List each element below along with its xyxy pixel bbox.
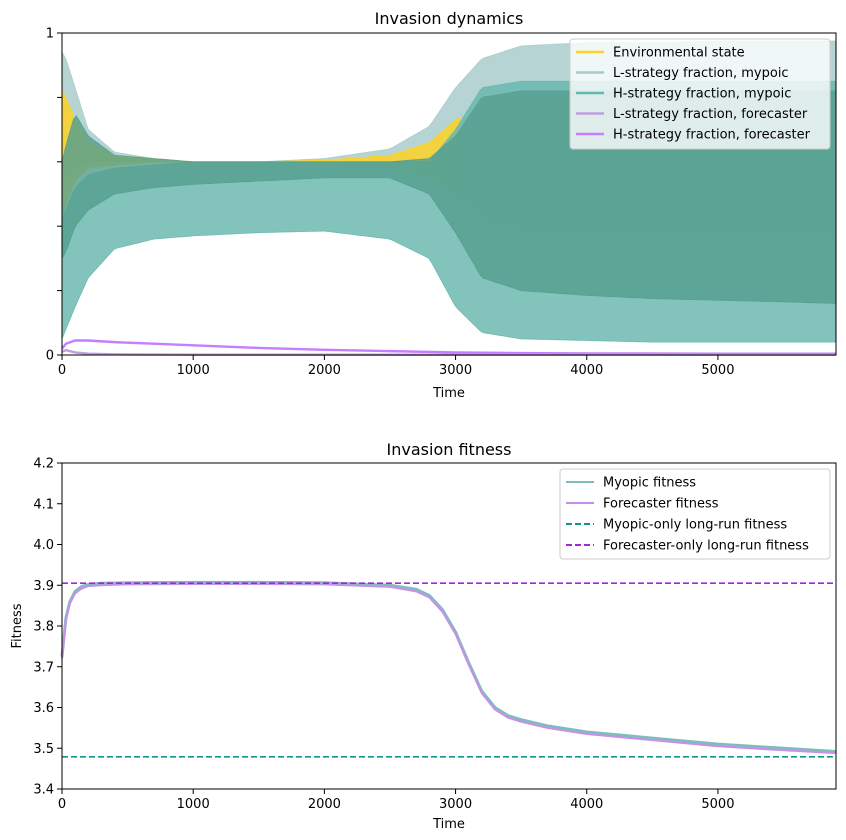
x-tick-label: 0: [58, 797, 66, 812]
x-axis-label: Time: [432, 386, 465, 401]
x-tick-label: 5000: [701, 363, 734, 378]
y-axis: 01: [46, 27, 62, 364]
plot-area: [60, 580, 837, 758]
x-tick-label: 1000: [177, 797, 210, 812]
legend-label: Forecaster-only long-run fitness: [603, 539, 809, 554]
legend: Environmental state L-strategy fraction, …: [569, 38, 831, 150]
legend-label: Myopic fitness: [603, 476, 696, 491]
x-axis: 0 1000 2000 3000 4000 5000: [58, 789, 734, 812]
y-axis-label: Fitness: [10, 603, 25, 648]
panel-invasion-fitness: Invasion fitness 0 1000 2000 3000 4000 5000 3…: [10, 440, 837, 832]
legend-label: Myopic-only long-run fitness: [603, 518, 787, 533]
x-tick-label: 1000: [177, 363, 210, 378]
x-tick-label: 0: [58, 363, 66, 378]
y-tick-label: 3.6: [33, 701, 54, 716]
y-tick-label: 3.7: [33, 660, 54, 675]
x-tick-label: 3000: [439, 363, 472, 378]
x-axis: 0 1000 2000 3000 4000 5000: [58, 355, 734, 378]
x-tick-label: 4000: [570, 363, 603, 378]
panel-title: Invasion fitness: [387, 440, 512, 459]
y-tick-label: 4.1: [33, 497, 54, 512]
line-series-0: [60, 580, 837, 754]
y-axis: 3.4 3.5 3.6 3.7 3.8 3.9 4.0 4.1 4.2: [33, 457, 62, 798]
y-tick-label: 4.2: [33, 457, 54, 472]
x-tick-label: 2000: [308, 363, 341, 378]
legend-label: L-strategy fraction, mypoic: [613, 66, 789, 81]
legend-label: Forecaster fitness: [603, 497, 719, 512]
legend-label: H-strategy fraction, forecaster: [613, 128, 811, 143]
y-tick-label: 3.9: [33, 579, 54, 594]
y-tick-label: 1: [46, 27, 54, 42]
y-tick-label: 0: [46, 349, 54, 364]
legend-label: Environmental state: [613, 46, 745, 61]
panel-title: Invasion dynamics: [375, 9, 524, 28]
x-tick-label: 3000: [439, 797, 472, 812]
y-tick-label: 3.8: [33, 620, 54, 635]
legend-label: L-strategy fraction, forecaster: [613, 107, 808, 122]
legend-label: H-strategy fraction, mypoic: [613, 87, 791, 102]
x-tick-label: 5000: [701, 797, 734, 812]
panel-invasion-dynamics: Invasion dynamics 0 1000 2000 3000 4000 5000 …: [46, 9, 837, 401]
legend-box: [559, 468, 831, 560]
x-axis-label: Time: [432, 817, 465, 832]
x-tick-label: 4000: [570, 797, 603, 812]
line-series-1: [61, 583, 837, 755]
y-tick-label: 4.0: [33, 538, 54, 553]
legend: Myopic fitness Forecaster fitness Myopic-o…: [559, 468, 831, 560]
line-series-4: [61, 339, 836, 355]
y-tick-label: 3.4: [33, 783, 54, 798]
y-tick-label: 3.5: [33, 742, 54, 757]
x-tick-label: 2000: [308, 797, 341, 812]
plot-frame: [61, 32, 837, 356]
legend-box: [569, 38, 831, 150]
